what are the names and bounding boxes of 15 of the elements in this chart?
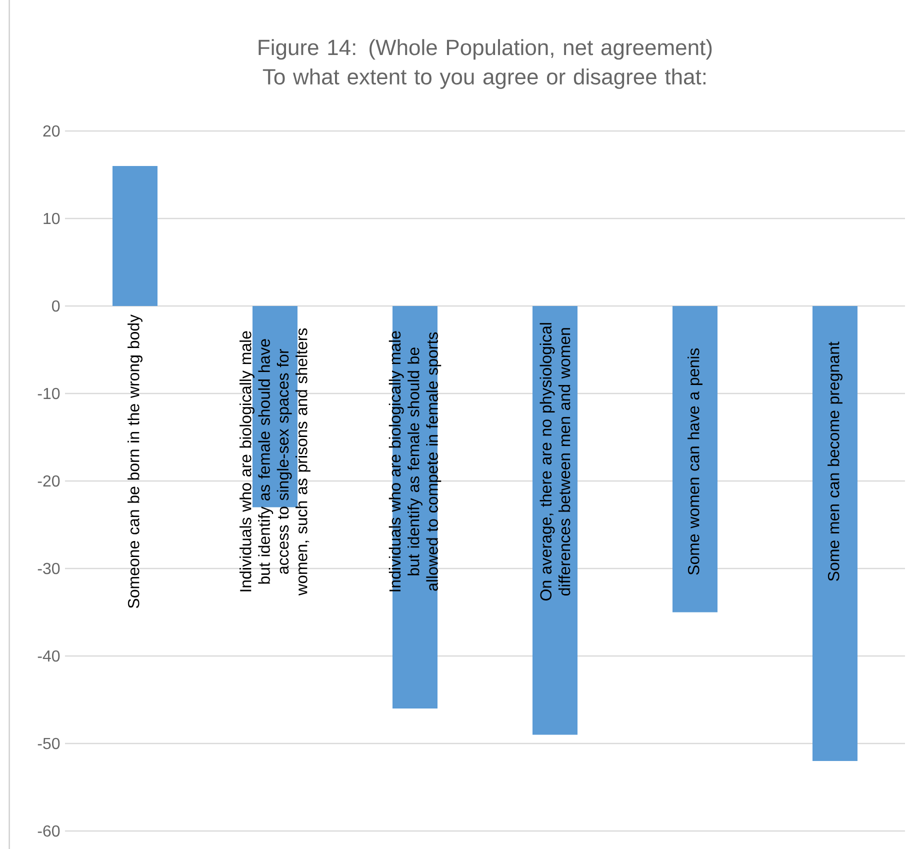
x-tick-label: Some women can have a penis (688, 348, 702, 575)
y-tick-label: 0 (52, 300, 60, 312)
y-tick-label: -50 (38, 738, 60, 750)
y-tick-label: -10 (38, 388, 60, 400)
x-tick-label: Individuals who are biologically male but identify as female should have access to single-sex spaces for women, such as prisons and shelters (240, 328, 310, 596)
x-tick-label: Some men can become pregnant (828, 342, 842, 581)
y-tick-label: -20 (38, 475, 60, 487)
chart-title: Figure 14: (Whole Population, net agreement) To what extent to you agree or disagree that: (258, 39, 712, 89)
y-tick-label: 20 (43, 125, 60, 137)
x-tick-label: Individuals who are biologically male but identify as female should be allowed to compete in female sports (388, 331, 442, 592)
y-tick-label: -30 (38, 562, 60, 574)
y-tick-label: -40 (38, 650, 60, 662)
y-tick-label: 10 (44, 212, 60, 224)
x-tick-label: Someone can be born in the wrong body (128, 314, 142, 608)
y-tick-label: -60 (38, 825, 60, 837)
